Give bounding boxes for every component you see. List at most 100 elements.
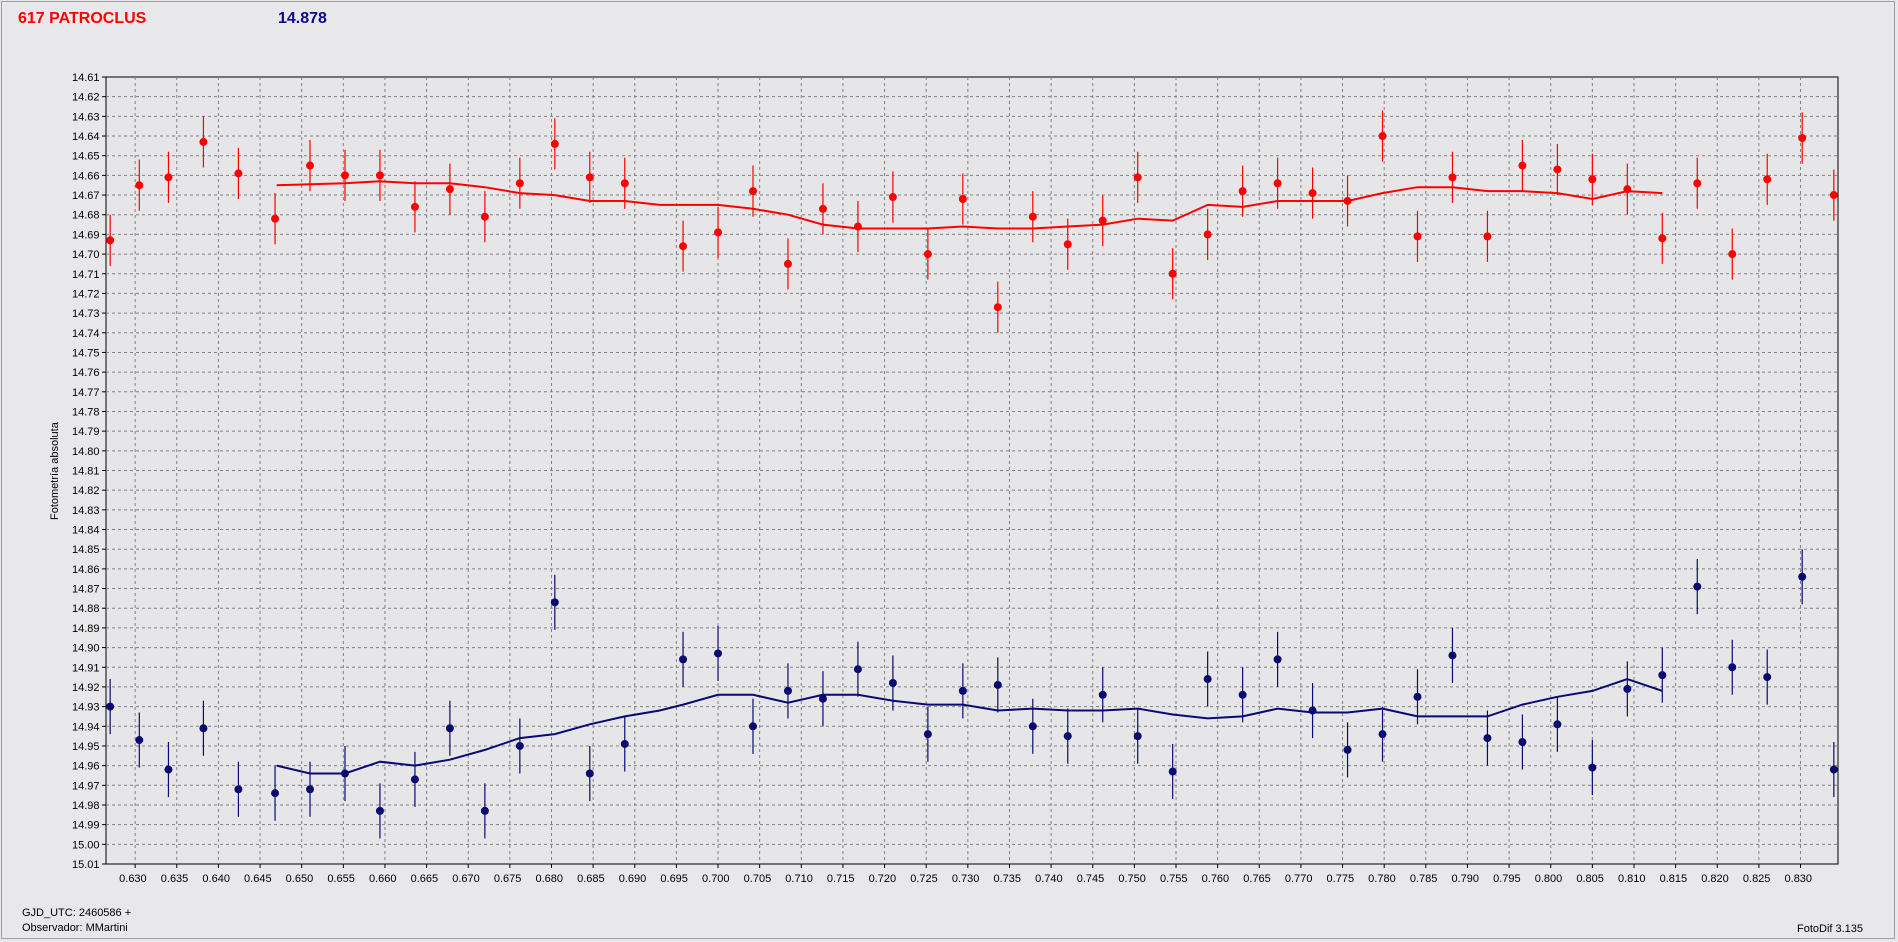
x-tick-label: 0.690 (619, 873, 647, 885)
data-point (340, 171, 349, 180)
data-point (375, 171, 384, 180)
data-point (480, 212, 489, 221)
data-point (958, 194, 967, 203)
data-point (620, 739, 629, 748)
x-tick-label: 0.790 (1451, 873, 1479, 885)
data-point (1448, 651, 1457, 660)
data-point (1413, 232, 1422, 241)
data-point (1273, 179, 1282, 188)
x-tick-label: 0.745 (1077, 873, 1105, 885)
data-point (1518, 738, 1527, 747)
x-tick-label: 0.685 (577, 873, 605, 885)
y-tick-label: 14.77 (72, 387, 100, 399)
x-tick-label: 0.805 (1576, 873, 1604, 885)
data-point (1308, 706, 1317, 715)
x-tick-label: 0.795 (1493, 873, 1521, 885)
x-tick-label: 0.770 (1285, 873, 1313, 885)
trend-line (276, 180, 1663, 230)
x-tick-label: 0.755 (1160, 873, 1188, 885)
y-tick-label: 14.79 (72, 426, 100, 438)
magnitude-value: 14.878 (278, 10, 327, 27)
data-point (515, 179, 524, 188)
x-tick-label: 0.775 (1327, 873, 1355, 885)
data-point (1098, 690, 1107, 699)
x-tick-label: 0.810 (1618, 873, 1646, 885)
y-tick-label: 14.94 (72, 721, 100, 733)
data-point (1133, 173, 1142, 182)
y-tick-label: 14.90 (72, 643, 100, 655)
data-point (1798, 133, 1807, 142)
data-point (888, 193, 897, 202)
data-point (1658, 234, 1667, 243)
y-tick-label: 14.63 (72, 111, 100, 123)
x-tick-label: 0.675 (494, 873, 522, 885)
data-point (271, 214, 280, 223)
data-point (923, 250, 932, 259)
data-point (1203, 675, 1212, 684)
data-point (714, 649, 723, 658)
x-tick-label: 0.645 (244, 873, 272, 885)
x-tick-label: 0.780 (1368, 873, 1396, 885)
x-tick-label: 0.635 (161, 873, 189, 885)
y-tick-label: 14.75 (72, 347, 100, 359)
gjd-label: GJD_UTC: 2460586 + (22, 907, 132, 919)
y-tick-label: 14.83 (72, 505, 100, 517)
y-tick-label: 14.85 (72, 544, 100, 556)
y-tick-label: 14.62 (72, 92, 100, 104)
data-point (1413, 692, 1422, 701)
data-point (749, 722, 758, 731)
data-point (888, 678, 897, 687)
x-tick-label: 0.695 (660, 873, 688, 885)
y-tick-label: 14.81 (72, 466, 100, 478)
y-tick-label: 14.76 (72, 367, 100, 379)
y-tick-label: 14.69 (72, 229, 100, 241)
data-point (106, 236, 115, 245)
data-point (1063, 240, 1072, 249)
data-point (585, 769, 594, 778)
data-point (1518, 161, 1527, 170)
data-point (1553, 720, 1562, 729)
data-point (783, 686, 792, 695)
data-point (1553, 165, 1562, 174)
data-point (1308, 189, 1317, 198)
y-tick-label: 14.95 (72, 741, 100, 753)
y-tick-label: 14.71 (72, 269, 100, 281)
y-tick-label: 14.87 (72, 584, 100, 596)
y-tick-label: 14.99 (72, 820, 100, 832)
data-point (271, 789, 280, 798)
object-title: 617 PATROCLUS (18, 10, 147, 27)
data-point (853, 222, 862, 231)
x-tick-label: 0.725 (910, 873, 938, 885)
data-point (620, 179, 629, 188)
vertical-gridlines (134, 77, 1802, 868)
x-tick-label: 0.760 (1202, 873, 1230, 885)
data-point (993, 680, 1002, 689)
y-tick-label: 14.73 (72, 308, 100, 320)
y-tick-label: 14.96 (72, 761, 100, 773)
data-point (1483, 734, 1492, 743)
x-tick-label: 0.650 (286, 873, 314, 885)
data-point (1693, 179, 1702, 188)
data-point (1098, 216, 1107, 225)
data-point (1693, 582, 1702, 591)
x-tick-label: 0.700 (702, 873, 730, 885)
y-tick-labels: 14.61 14.62 14.63 14.64 14.65 14.66 14.67 14.68… (72, 72, 100, 871)
data-point (1028, 722, 1037, 731)
data-point (199, 724, 208, 733)
data-point (993, 303, 1002, 312)
data-point (515, 741, 524, 750)
y-tick-label: 14.78 (72, 406, 100, 418)
x-tick-label: 0.665 (411, 873, 439, 885)
y-axis-label: Fotometría absoluta (49, 421, 61, 520)
software-version: FotoDif 3.135 (1797, 923, 1864, 935)
y-tick-label: 14.89 (72, 623, 100, 635)
data-point (1238, 187, 1247, 196)
data-point (480, 806, 489, 815)
data-point (1238, 690, 1247, 699)
data-point (714, 228, 723, 237)
data-point (1588, 175, 1597, 184)
x-tick-label: 0.705 (744, 873, 772, 885)
y-tick-label: 14.93 (72, 702, 100, 714)
